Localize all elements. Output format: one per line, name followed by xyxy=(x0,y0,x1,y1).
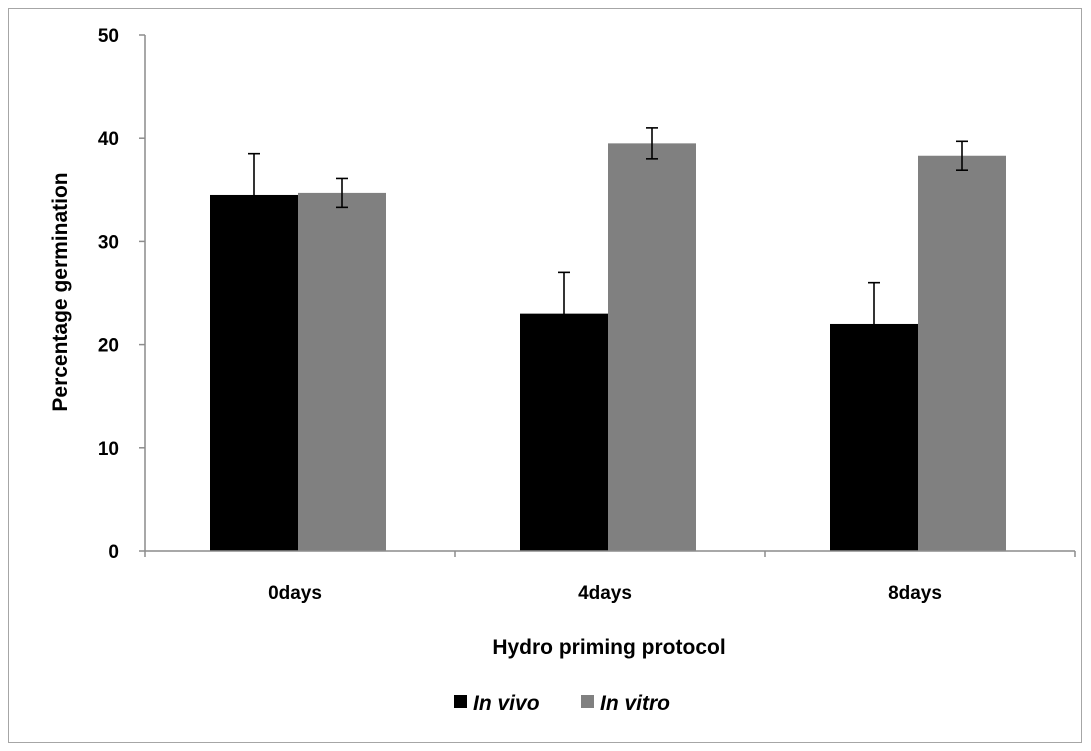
y-axis-title: Percentage germination xyxy=(49,172,72,411)
x-axis-ticks: 0days 4days 8days xyxy=(144,551,1076,604)
bars xyxy=(210,143,1006,552)
error-bar xyxy=(646,127,658,160)
error-bars xyxy=(248,127,968,367)
error-bar xyxy=(336,177,348,209)
error-bar xyxy=(956,140,968,171)
error-bar xyxy=(868,281,880,367)
y-tick-label: 0 xyxy=(108,542,119,563)
legend: In vivo In vitro xyxy=(454,692,670,715)
bar-in-vitro-0days xyxy=(298,192,386,551)
y-tick-label: 50 xyxy=(98,26,119,47)
error-bar xyxy=(248,152,260,238)
bar-in-vitro-8days xyxy=(918,155,1006,551)
legend-item: In vitro xyxy=(581,692,670,715)
y-axis-ticks: 0 10 20 30 40 50 xyxy=(98,26,145,563)
x-tick-label: 4days xyxy=(578,583,632,604)
x-axis-title: Hydro priming protocol xyxy=(492,636,725,659)
error-bar xyxy=(558,271,570,356)
y-tick-label: 10 xyxy=(98,439,119,460)
x-tick-label: 8days xyxy=(888,583,942,604)
legend-label: In vivo xyxy=(473,692,540,715)
y-tick-label: 40 xyxy=(98,129,119,150)
legend-label: In vitro xyxy=(600,692,670,715)
legend-item: In vivo xyxy=(454,692,540,715)
y-tick-label: 30 xyxy=(98,232,119,253)
bar-in-vivo-0days xyxy=(210,194,298,551)
legend-swatch xyxy=(454,695,467,708)
legend-swatch xyxy=(581,695,594,708)
y-tick-label: 20 xyxy=(98,336,119,357)
bar-in-vitro-4days xyxy=(608,143,696,552)
x-tick-label: 0days xyxy=(268,583,322,604)
